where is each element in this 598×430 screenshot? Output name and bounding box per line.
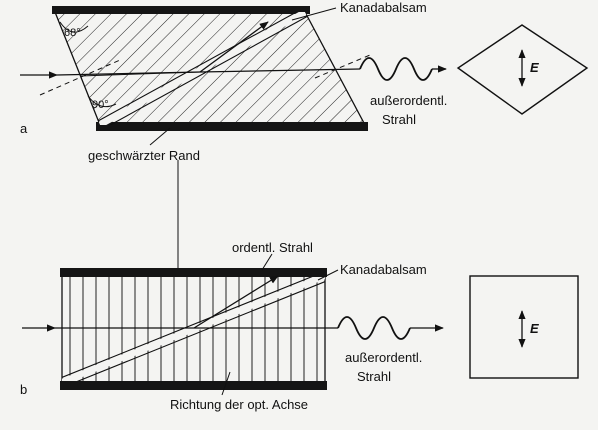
- ordinary-pointer-b: [261, 253, 273, 271]
- light-wave-a: [359, 57, 433, 81]
- edge-pointer: [149, 127, 171, 146]
- extraordinary-label-a-2: Strahl: [382, 112, 416, 127]
- balsam-layer-a: [98, 12, 307, 125]
- extraordinary-label-b-1: außerordentl.: [345, 350, 422, 365]
- balsam-layer-b: [62, 276, 325, 382]
- polarization-square: [469, 275, 579, 379]
- prism-b-bottom-edge: [60, 381, 327, 390]
- extraordinary-ray-a: [199, 68, 361, 73]
- field-label-a: E: [530, 60, 539, 75]
- angle-arc-bottom: [87, 95, 117, 108]
- axis-pointer: [221, 371, 231, 396]
- prism-b: [22, 253, 444, 396]
- ordinary-ray-label-b: ordentl. Strahl: [232, 240, 313, 255]
- balsam-label-a: Kanadabalsam: [340, 0, 427, 15]
- prism-b-top-edge: [60, 268, 327, 277]
- prism-a-bottom-edge: [96, 122, 368, 131]
- prism-a-top-edge: [52, 6, 310, 14]
- prism-a: [20, 6, 447, 146]
- dashed-line-a-right: [314, 54, 371, 79]
- angle-label-68: 68°: [64, 27, 81, 39]
- polarization-diamond: [456, 24, 589, 115]
- light-wave-b: [337, 316, 411, 340]
- extraordinary-label-b-2: Strahl: [357, 369, 391, 384]
- ordinary-ray-b: [193, 275, 279, 329]
- angle-arc-top: [59, 21, 89, 33]
- optic-axis-lines: [62, 276, 325, 382]
- balsam-label-b: Kanadabalsam: [340, 262, 427, 277]
- optic-axis-label: Richtung der opt. Achse: [170, 397, 308, 412]
- part-label-b: b: [20, 382, 27, 397]
- edge-label: geschwärzter Rand: [88, 148, 200, 163]
- part-label-a: a: [20, 121, 28, 136]
- ordinary-ray-a: [199, 21, 269, 73]
- balsam-pointer-b: [317, 269, 339, 281]
- balsam-pointer-a: [291, 7, 337, 21]
- extraordinary-label-a-1: außerordentl.: [370, 93, 447, 108]
- dashed-line-a-left: [39, 59, 121, 96]
- field-label-b: E: [530, 321, 539, 336]
- angle-label-90: 90°: [92, 99, 109, 111]
